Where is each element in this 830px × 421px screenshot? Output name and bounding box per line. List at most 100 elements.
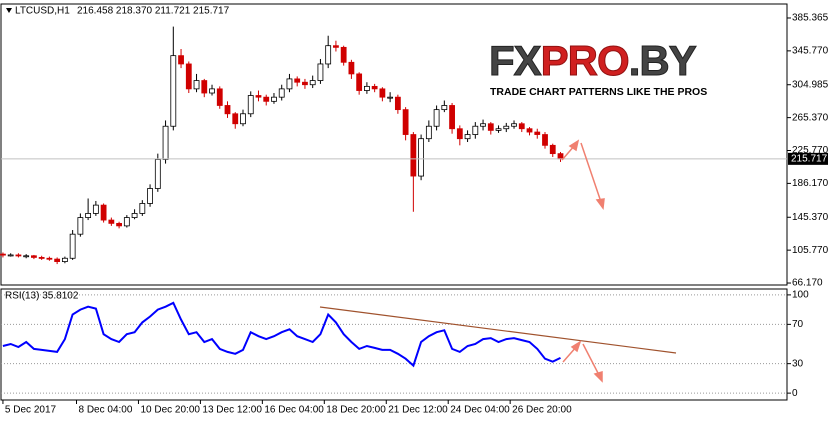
candle-body	[433, 109, 440, 127]
candle-body	[240, 113, 246, 125]
candle-body	[178, 55, 184, 65]
x-tick-label: 8 Dec 04:00	[79, 405, 133, 416]
candle-body	[23, 255, 30, 258]
candle-body	[209, 88, 215, 94]
candle-body	[108, 219, 115, 224]
logo-pro: PRO	[541, 37, 629, 84]
arrow-down	[582, 343, 600, 376]
chart-title: LTCUSD,H1	[15, 6, 70, 17]
candle-body	[31, 255, 37, 258]
candle-body	[154, 159, 161, 189]
candle-body	[518, 123, 525, 130]
candle-body	[317, 63, 324, 81]
x-tick-label: 18 Dec 20:00	[326, 405, 386, 416]
candle-body	[224, 105, 231, 115]
menu-triangle	[6, 8, 12, 13]
y-tick-label: 304.985	[792, 79, 829, 90]
x-tick-label: 24 Dec 04:00	[450, 405, 510, 416]
candle-body	[131, 213, 138, 218]
candle-body	[147, 188, 153, 204]
candle-body	[348, 61, 355, 75]
price-panel	[0, 3, 788, 286]
candle-body	[363, 85, 370, 91]
candle-body	[371, 85, 378, 90]
y-tick-label: 70	[792, 319, 804, 330]
candle-body	[449, 105, 455, 130]
x-tick-label: 21 Dec 12:00	[388, 405, 448, 416]
candle-body	[387, 96, 394, 99]
y-tick-label: 0	[792, 388, 798, 399]
candle-body	[77, 217, 84, 235]
candle-body	[92, 204, 99, 214]
candle-body	[85, 213, 92, 218]
arrowhead	[568, 139, 580, 152]
candle-body	[139, 203, 146, 214]
rsi-line	[2, 301, 561, 368]
rsi-panel	[0, 288, 788, 401]
candle-body	[418, 138, 425, 177]
candle-body	[325, 45, 332, 65]
y-tick-label: 345.770	[792, 46, 829, 57]
last-price-label: 215.717	[791, 153, 828, 164]
y-tick-label: 100	[792, 290, 809, 301]
candle-body	[7, 254, 14, 257]
logo-by: .BY	[629, 37, 697, 84]
arrowhead	[570, 340, 582, 353]
candle-body	[69, 233, 76, 259]
x-tick-label: 10 Dec 20:00	[140, 405, 200, 416]
candle-body	[511, 123, 517, 127]
candle-body	[278, 88, 285, 98]
y-tick-label: 265.370	[792, 112, 829, 123]
candle-body	[170, 55, 177, 127]
candle-body	[456, 128, 463, 140]
candle-body	[0, 253, 6, 256]
candle-body	[472, 125, 479, 135]
candle-body	[38, 257, 45, 259]
x-tick-label: 16 Dec 04:00	[264, 405, 324, 416]
last-price-tag	[788, 152, 828, 165]
candle-body	[116, 222, 122, 227]
candle-body	[526, 128, 533, 133]
candle-body	[247, 95, 254, 115]
candle-body	[61, 257, 68, 262]
candle-body	[263, 96, 270, 102]
x-tick-label: 5 Dec 2017	[5, 405, 57, 416]
y-tick-label: 30	[792, 358, 804, 369]
y-tick-label: 66.170	[792, 278, 823, 289]
candle-body	[123, 217, 130, 227]
candle-body	[46, 257, 53, 260]
trend-line	[319, 306, 677, 354]
candle-body	[410, 134, 417, 177]
logo-tagline: TRADE CHART PATTERNS LIKE THE PROS	[490, 86, 707, 98]
candle-body	[495, 128, 502, 131]
candle-body	[232, 113, 239, 125]
candle-body	[271, 96, 277, 102]
candle-body	[480, 123, 486, 127]
candle-body	[333, 45, 339, 48]
y-tick-label: 105.770	[792, 245, 829, 256]
candle-body	[425, 125, 432, 140]
candle-body	[557, 153, 564, 160]
arrowhead	[593, 371, 603, 383]
candle-body	[302, 81, 308, 86]
candle-body	[402, 109, 409, 135]
logo: FXPRO.BY TRADE CHART PATTERNS LIKE THE P…	[486, 37, 718, 100]
candle-body	[503, 125, 510, 130]
candle-body	[15, 254, 22, 257]
candle-body	[534, 131, 541, 135]
arrowhead	[595, 198, 605, 210]
candle-body	[286, 78, 293, 90]
candle-body	[294, 78, 301, 83]
candle-body	[216, 88, 223, 106]
candle-body	[309, 80, 316, 86]
logo-text: FXPRO.BY	[489, 37, 697, 84]
candle-body	[542, 134, 548, 146]
candle-body	[549, 144, 556, 155]
candle-body	[162, 125, 169, 160]
x-tick-label: 26 Dec 20:00	[512, 405, 572, 416]
arrows	[561, 139, 605, 383]
arrow-down	[580, 142, 602, 203]
candle-body	[340, 46, 347, 63]
